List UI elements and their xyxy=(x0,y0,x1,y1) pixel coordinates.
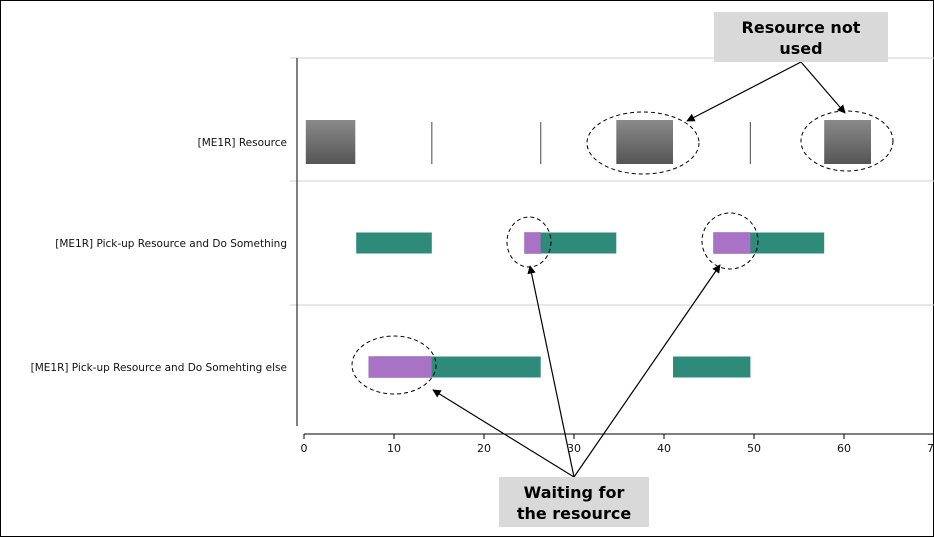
x-tick-label-70: 70 xyxy=(927,442,934,455)
callout-resource-not-used-box xyxy=(714,12,888,62)
lane-label-0: [ME1R] Resource xyxy=(198,137,287,149)
annotations-layer xyxy=(351,61,894,478)
lane-label-1: [ME1R] Pick-up Resource and Do Something xyxy=(55,238,287,250)
callout-waiting-line2: the resource xyxy=(517,504,631,523)
callout-resource-not-used-line2: used xyxy=(779,39,822,58)
circle-resource-unused-1 xyxy=(586,111,700,175)
bar-waiting-8 xyxy=(368,356,433,378)
arrow-waiting-3 xyxy=(573,264,721,478)
x-tick-label-40: 40 xyxy=(657,442,671,455)
arrow-waiting-2 xyxy=(527,265,575,478)
x-tick-label-10: 10 xyxy=(387,442,401,455)
x-tick-label-60: 60 xyxy=(837,442,851,455)
bar-busy-9 xyxy=(431,356,541,378)
arrow-waiting-1 xyxy=(432,389,575,478)
callout-waiting-line1: Waiting for xyxy=(524,483,625,502)
callout-resource-not-used-line1: Resource not xyxy=(742,18,861,37)
callout-waiting-box xyxy=(499,477,649,527)
arrow-not-used-2 xyxy=(800,61,846,114)
x-tick-label-20: 20 xyxy=(477,442,491,455)
bar-busy-10 xyxy=(673,356,751,378)
circle-waiting-3 xyxy=(351,335,437,395)
bar-waiting-6 xyxy=(713,232,751,254)
bar-resource-1 xyxy=(616,120,673,164)
bar-waiting-4 xyxy=(524,232,541,254)
circle-resource-unused-2 xyxy=(800,110,894,172)
x-tick-label-30: 30 xyxy=(567,442,581,455)
bar-busy-3 xyxy=(356,232,432,254)
lane-label-2: [ME1R] Pick-up Resource and Do Somehting… xyxy=(31,362,287,374)
arrow-not-used-1 xyxy=(686,61,802,122)
circle-waiting-2 xyxy=(701,212,759,270)
bar-resource-0 xyxy=(305,120,356,164)
bars-layer xyxy=(305,120,871,378)
x-tick-label-50: 50 xyxy=(747,442,761,455)
bar-resource-2 xyxy=(824,120,871,164)
bar-busy-5 xyxy=(540,232,617,254)
x-tick-label-0: 0 xyxy=(301,442,308,455)
bar-busy-7 xyxy=(750,232,825,254)
x-axis-ticks: 0 10 20 30 40 50 60 70 xyxy=(301,434,934,455)
lane-labels: [ME1R] Resource [ME1R] Pick-up Resource a… xyxy=(31,137,287,374)
